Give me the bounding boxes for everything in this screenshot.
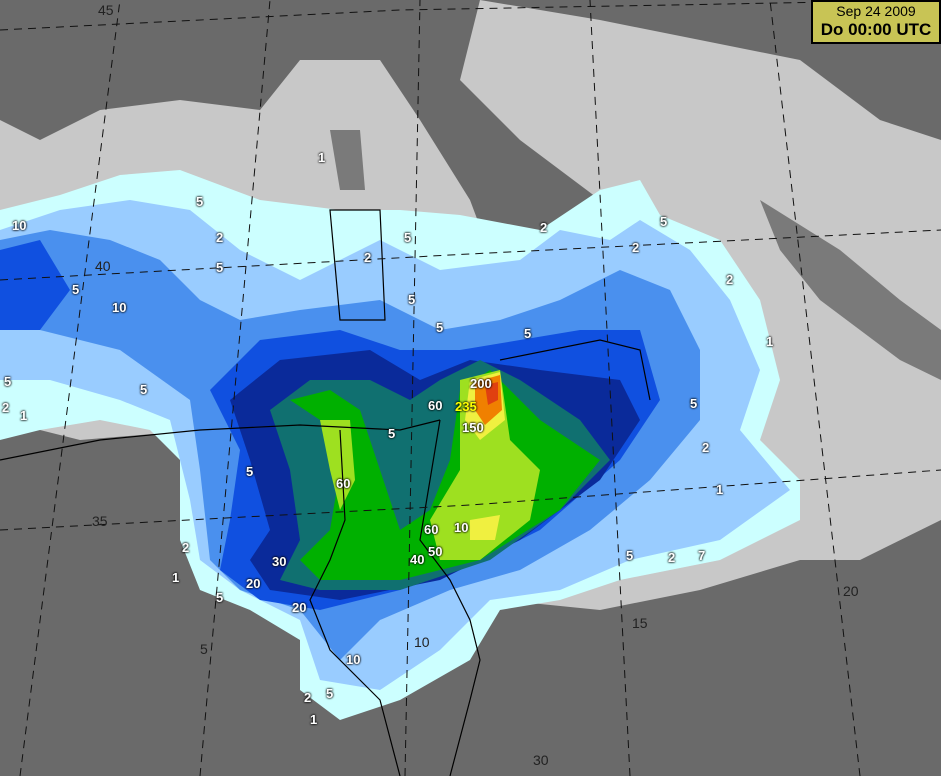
contour-label: 5 (216, 590, 224, 605)
contour-label: 5 (690, 396, 698, 411)
contour-label-max: 235 (455, 399, 477, 414)
contour-label: 60 (428, 398, 443, 413)
date-label: Sep 24 2009 (836, 3, 916, 19)
contour-label: 5 (196, 194, 204, 209)
contour-label: 1 (310, 712, 318, 727)
contour-label: 5 (72, 282, 80, 297)
contour-label: 5 (4, 374, 12, 389)
contour-label: 5 (140, 382, 148, 397)
contour-label: 2 (632, 240, 640, 255)
time-label: Do 00:00 UTC (820, 20, 932, 39)
contour-label: 5 (326, 686, 334, 701)
contour-label: 150 (462, 420, 484, 435)
contour-label: 10 (346, 652, 361, 667)
contour-label: 5 (626, 548, 634, 563)
contour-label: 60 (424, 522, 439, 537)
grid-label-lon: 10 (414, 634, 430, 650)
contour-label: 10 (12, 218, 27, 233)
contour-label: 200 (470, 376, 492, 391)
contour-label: 2 (540, 220, 548, 235)
contour-label: 5 (660, 214, 668, 229)
contour-label: 2 (364, 250, 372, 265)
grid-label-lat: 30 (533, 752, 549, 768)
grid-label-lon: 15 (632, 615, 648, 631)
contour-label: 60 (336, 476, 351, 491)
contour-label: 5 (246, 464, 254, 479)
contour-label: 2 (668, 550, 676, 565)
contour-label: 5 (388, 426, 396, 441)
grid-label-lon: 20 (843, 583, 859, 599)
contour-label: 30 (272, 554, 287, 569)
contour-label: 5 (404, 230, 412, 245)
contour-label: 2 (182, 540, 190, 555)
contour-label: 2 (216, 230, 224, 245)
contour-label: 20 (246, 576, 261, 591)
contour-label: 1 (20, 408, 28, 423)
contour-label: 5 (408, 292, 416, 307)
contour-label: 10 (112, 300, 127, 315)
contour-label: 2 (726, 272, 734, 287)
contour-label: 50 (428, 544, 443, 559)
contour-label: 5 (216, 260, 224, 275)
grid-label-lat: 35 (92, 513, 108, 529)
contour-label: 20 (292, 600, 307, 615)
grid-label-lat: 40 (95, 258, 111, 274)
contour-label: 1 (172, 570, 180, 585)
contour-label: 1 (716, 482, 724, 497)
contour-label: 40 (410, 552, 425, 567)
contour-label: 1 (766, 334, 774, 349)
contour-label: 2 (2, 400, 10, 415)
contour-label: 5 (524, 326, 532, 341)
timestamp-box: Sep 24 2009 Do 00:00 UTC (811, 0, 941, 44)
precipitation-contours (0, 170, 800, 720)
borders (0, 209, 651, 776)
contour-label: 10 (454, 520, 469, 535)
grid-label-lon: 5 (200, 641, 208, 657)
contour-label: 5 (436, 320, 444, 335)
contour-label: 2 (304, 690, 312, 705)
contour-label: 2 (702, 440, 710, 455)
contour-label: 7 (698, 548, 706, 563)
grid-label-lat: 45 (98, 2, 114, 18)
contour-label: 1 (318, 150, 326, 165)
